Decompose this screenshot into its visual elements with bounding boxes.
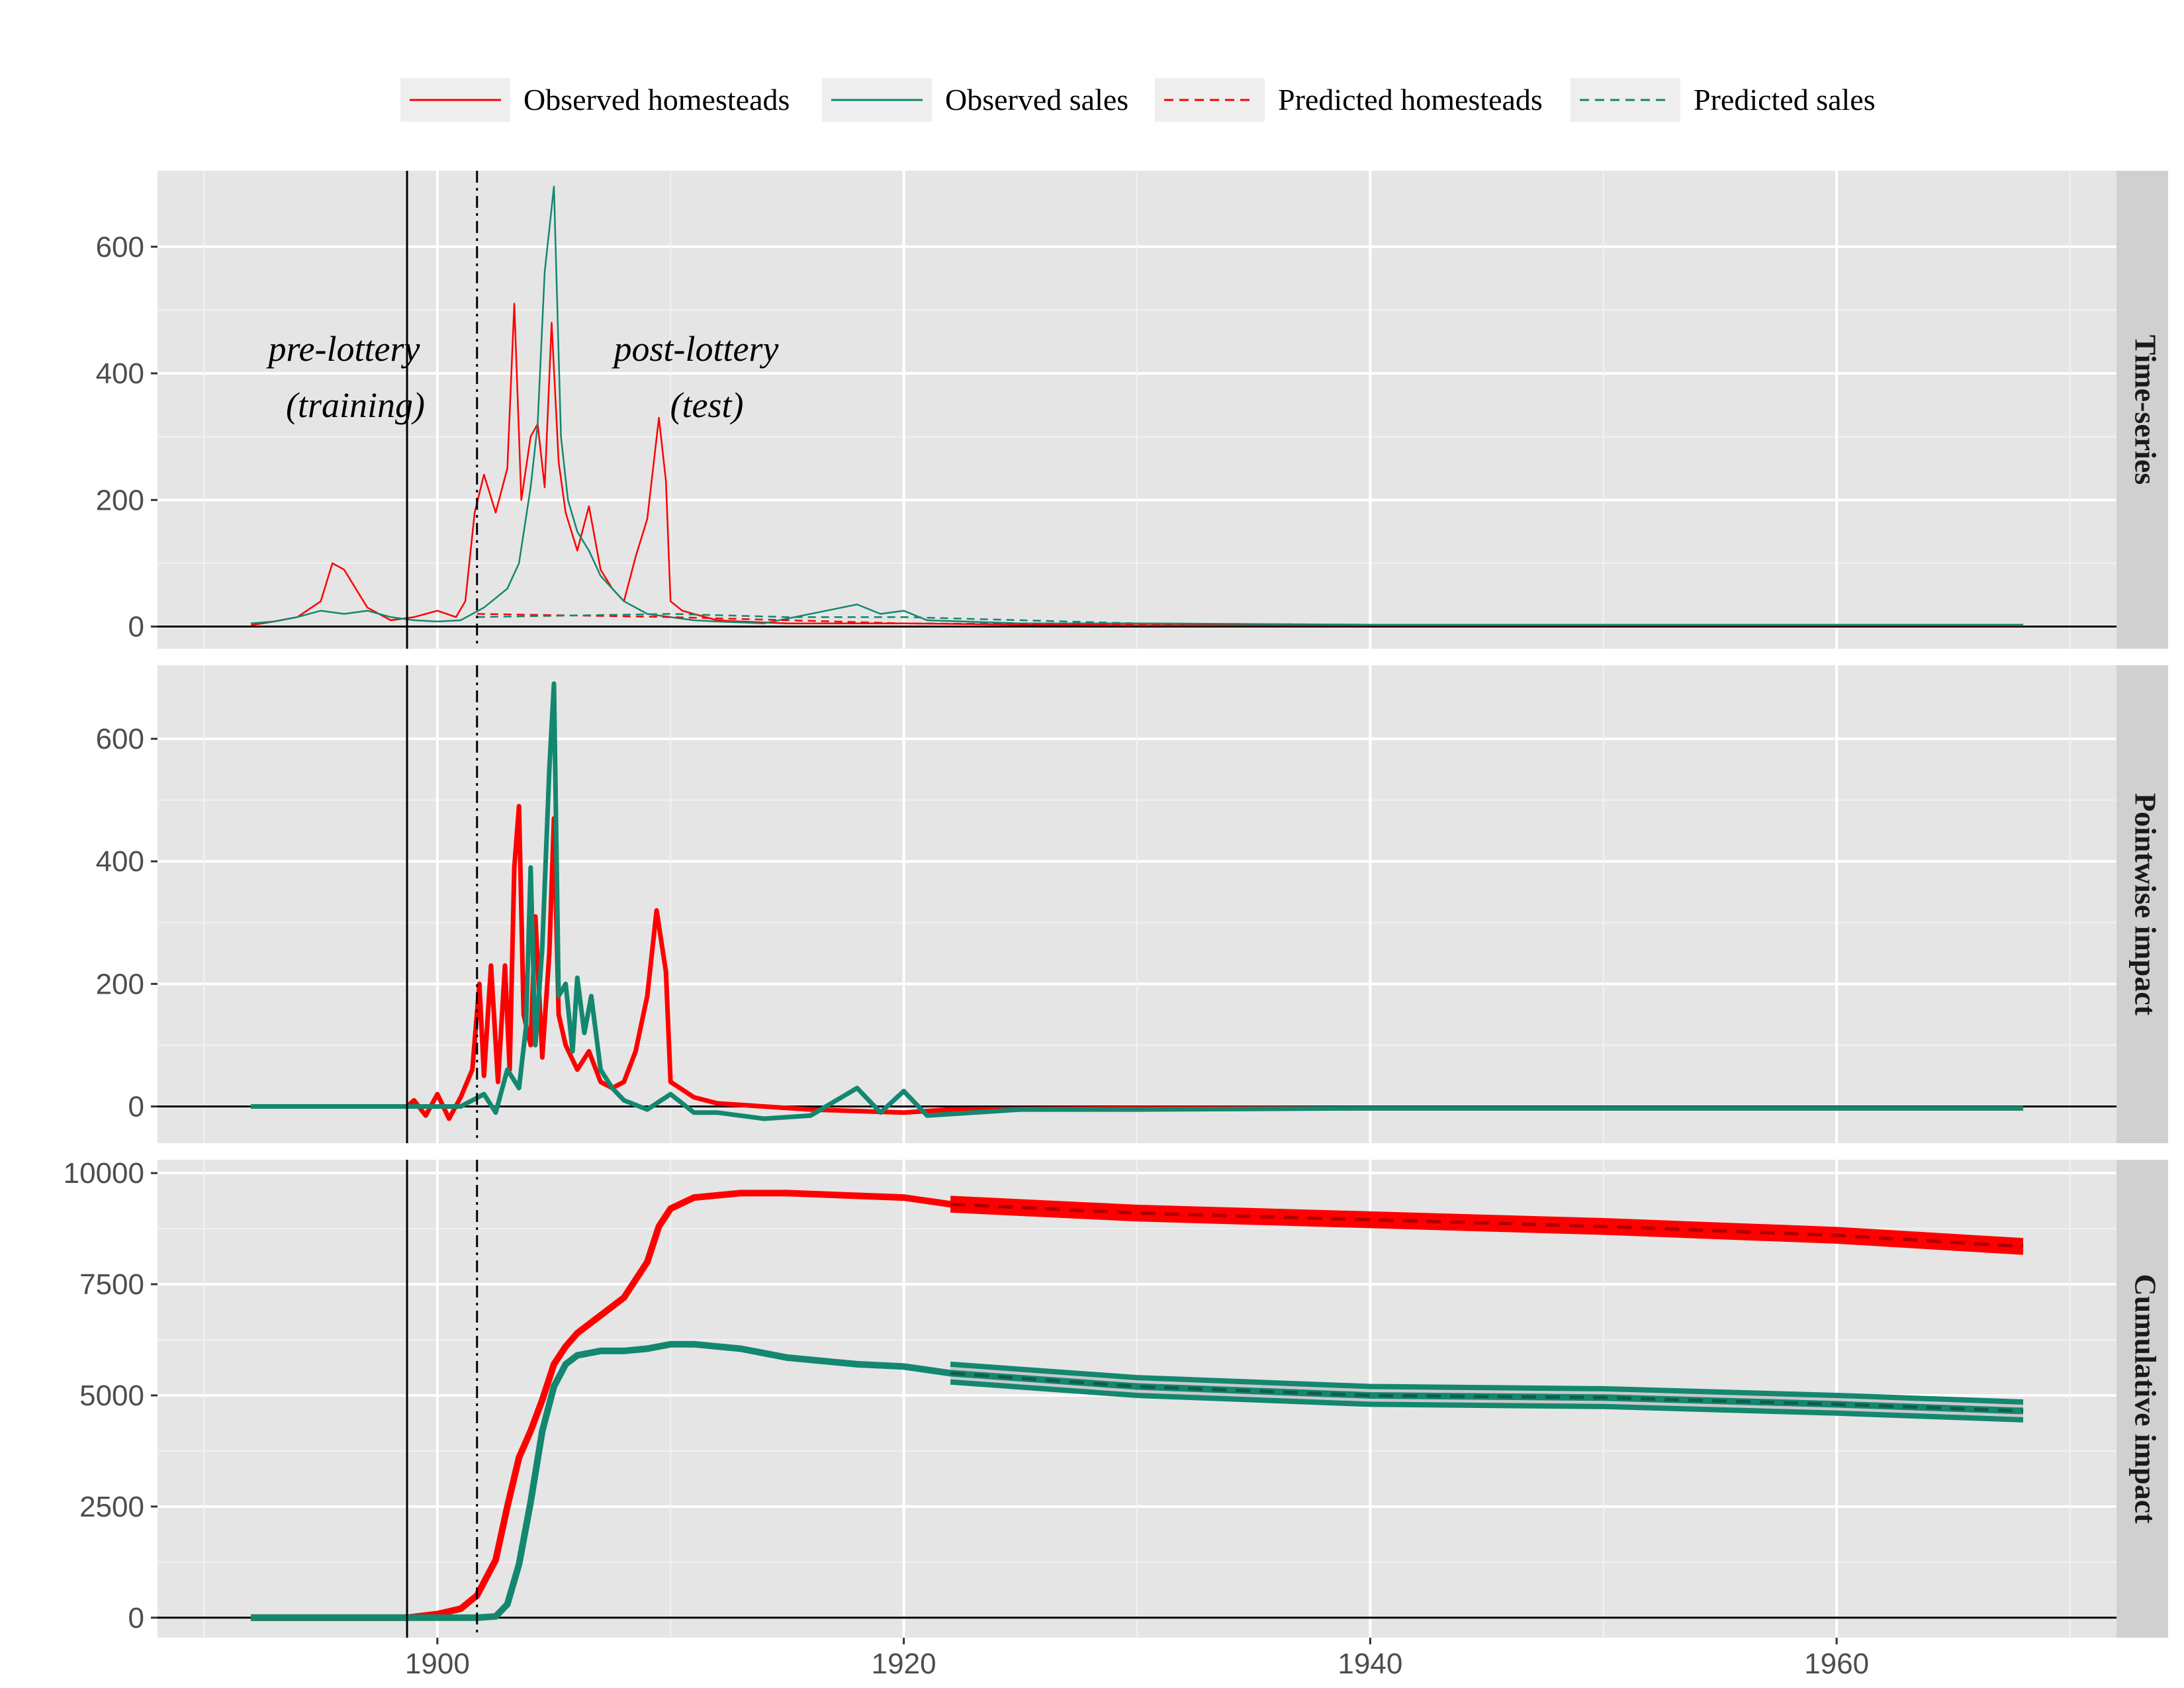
y-tick-label: 200 (96, 968, 144, 1000)
legend-label: Observed homesteads (523, 83, 790, 117)
strip-label: Pointwise impact (2128, 793, 2162, 1016)
post-lottery-label: post-lottery (612, 329, 779, 369)
legend-label: Predicted sales (1694, 83, 1876, 117)
legend-item: Predicted homesteads (1155, 78, 1543, 122)
y-tick-label: 600 (96, 231, 144, 263)
legend-item: Observed homesteads (400, 78, 790, 122)
legend: Observed homesteads Observed sales Predict… (400, 78, 1876, 122)
y-tick-label: 400 (96, 357, 144, 390)
y-tick-label: 0 (128, 1090, 144, 1123)
legend-label: Predicted homesteads (1278, 83, 1543, 117)
x-axis: 1900 1920 1940 1960 (405, 1638, 1869, 1680)
panel-pointwise-impact: 0 200 400 600 Pointwise impact (96, 665, 2168, 1143)
legend-label: Observed sales (945, 83, 1128, 117)
y-tick-label: 600 (96, 723, 144, 755)
legend-item: Predicted sales (1570, 78, 1876, 122)
y-tick-label: 10000 (64, 1157, 144, 1190)
x-tick-label: 1960 (1804, 1648, 1869, 1680)
x-tick-label: 1900 (405, 1648, 470, 1680)
test-label: (test) (670, 385, 744, 425)
y-tick-label: 200 (96, 484, 144, 516)
y-tick-label: 7500 (79, 1268, 144, 1301)
y-tick-label: 0 (128, 611, 144, 643)
training-label: (training) (286, 385, 425, 425)
y-tick-label: 2500 (79, 1491, 144, 1523)
strip-label: Time-series (2128, 335, 2162, 485)
strip-label: Cumulative impact (2128, 1274, 2162, 1524)
y-tick-label: 5000 (79, 1380, 144, 1412)
legend-item: Observed sales (822, 78, 1128, 122)
y-tick-label: 0 (128, 1602, 144, 1634)
y-tick-label: 400 (96, 845, 144, 878)
pre-lottery-label: pre-lottery (266, 329, 420, 369)
x-tick-label: 1940 (1338, 1648, 1402, 1680)
x-tick-label: 1920 (872, 1648, 936, 1680)
panel-cumulative-impact: 0 2500 5000 7500 10000 Cumulative impact (64, 1157, 2168, 1638)
